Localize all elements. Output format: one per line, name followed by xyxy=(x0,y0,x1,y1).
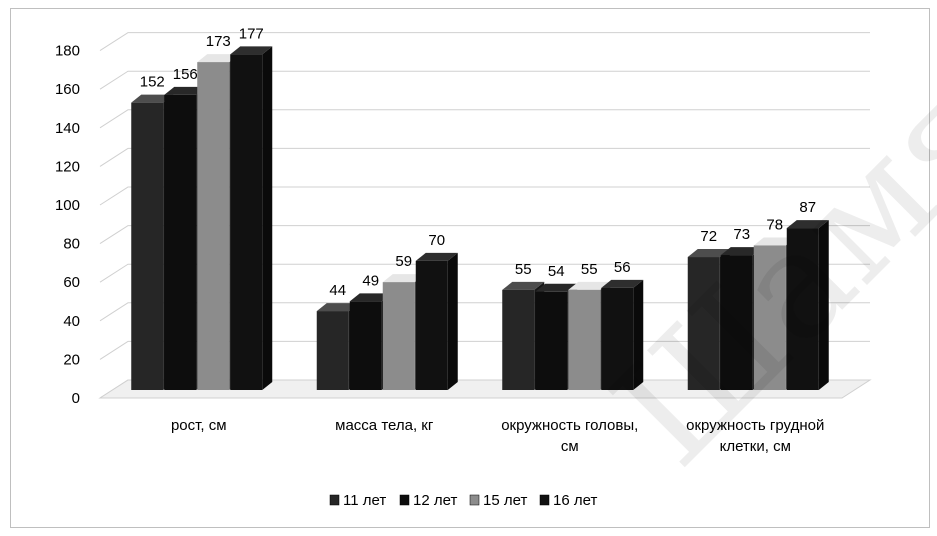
x-tick-label: окружность головы, xyxy=(501,417,638,434)
y-tick-label: 100 xyxy=(55,197,80,214)
legend-entry: 12 лет xyxy=(413,492,457,509)
bar-top xyxy=(720,247,763,256)
bar-top xyxy=(687,249,730,258)
y-tick-label: 120 xyxy=(55,158,80,175)
x-tick-label: рост, см xyxy=(171,417,227,434)
legend-entry: 11 лет xyxy=(343,492,386,509)
data-label: 59 xyxy=(395,253,412,270)
data-label: 49 xyxy=(362,272,379,289)
bar xyxy=(131,102,164,390)
bar-top xyxy=(753,237,796,246)
bar xyxy=(753,245,786,390)
gridline xyxy=(99,147,870,167)
bar-side xyxy=(262,46,273,390)
data-label: 70 xyxy=(428,232,445,249)
y-tick-label: 140 xyxy=(55,120,80,137)
bar-side xyxy=(818,220,829,390)
gridline xyxy=(99,186,870,206)
bar-top xyxy=(535,283,578,292)
bar-top xyxy=(197,54,240,63)
x-tick-label: клетки, см xyxy=(720,438,791,455)
legend-swatch xyxy=(329,494,340,506)
bar-top xyxy=(502,281,545,290)
data-label: 156 xyxy=(173,66,198,83)
bar xyxy=(687,257,720,390)
bar-top xyxy=(415,252,458,261)
legend-entry: 15 лет xyxy=(483,492,527,509)
y-tick-label: 60 xyxy=(63,274,80,291)
gridline xyxy=(99,263,870,283)
legend-swatch xyxy=(399,494,410,506)
data-label: 56 xyxy=(614,259,631,276)
x-tick-label: окружность грудной xyxy=(686,417,824,434)
bar xyxy=(349,301,382,390)
bar-top xyxy=(786,220,829,229)
gridline xyxy=(99,225,870,245)
bar-side xyxy=(447,252,458,390)
x-tick-label: см xyxy=(561,438,579,455)
bar xyxy=(230,54,263,390)
bar xyxy=(164,94,197,391)
legend-entry: 16 лет xyxy=(553,492,597,509)
bar-top xyxy=(382,274,425,283)
bar xyxy=(535,291,568,390)
bar-top xyxy=(164,86,207,95)
data-label: 78 xyxy=(766,216,783,233)
bar-top xyxy=(349,293,392,302)
data-label: 173 xyxy=(206,33,231,50)
bar xyxy=(415,260,448,390)
y-tick-label: 0 xyxy=(72,390,80,407)
data-label: 55 xyxy=(581,261,598,278)
y-tick-label: 20 xyxy=(63,351,80,368)
bar-top xyxy=(230,46,273,55)
legend-swatch xyxy=(469,494,480,506)
bar xyxy=(316,311,349,390)
legend-swatch xyxy=(539,494,550,506)
bar xyxy=(568,289,601,390)
bar xyxy=(601,287,634,390)
data-label: 177 xyxy=(239,25,264,42)
data-label: 73 xyxy=(733,226,750,243)
data-label: 87 xyxy=(799,199,816,216)
bar xyxy=(382,282,415,390)
bar-top xyxy=(316,303,359,312)
data-label: 152 xyxy=(140,74,165,91)
bar xyxy=(197,62,230,391)
gridline xyxy=(99,109,870,129)
gridline xyxy=(99,32,870,52)
y-tick-label: 80 xyxy=(63,236,80,253)
bar-top xyxy=(601,279,644,288)
y-tick-label: 160 xyxy=(55,81,80,98)
data-label: 55 xyxy=(515,261,532,278)
data-label: 54 xyxy=(548,263,565,280)
x-tick-label: масса тела, кг xyxy=(335,417,434,434)
data-label: 72 xyxy=(700,228,717,245)
bar-top xyxy=(568,281,611,290)
bar-side xyxy=(633,279,644,390)
chart-floor xyxy=(98,379,872,399)
bar xyxy=(502,289,535,390)
y-tick-label: 180 xyxy=(55,43,80,60)
gridline xyxy=(99,70,870,90)
bar xyxy=(720,255,753,390)
data-label: 44 xyxy=(329,282,346,299)
bar xyxy=(786,228,819,390)
bar-top xyxy=(131,94,174,103)
y-tick-label: 40 xyxy=(63,313,80,330)
